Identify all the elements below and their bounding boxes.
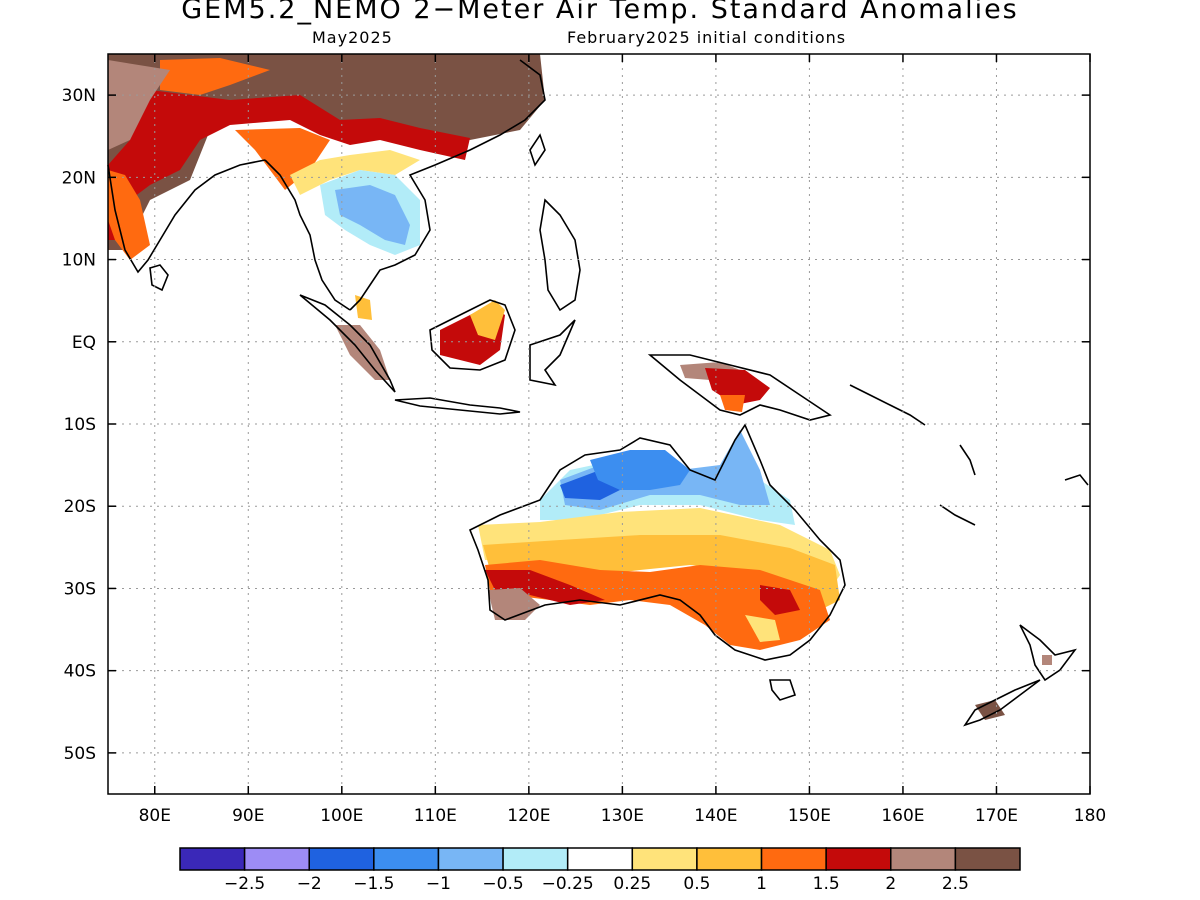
color-scale-label: −1 <box>426 874 451 894</box>
coastline-taiwan <box>529 133 546 167</box>
anomaly-region-australia-orange2 <box>485 560 830 650</box>
lon-tick-label: 90E <box>232 806 264 826</box>
coastline-indochina <box>349 59 546 311</box>
lon-tick-label: 160E <box>881 806 924 826</box>
anomaly-region-burma-yellow <box>290 150 420 195</box>
color-scale-swatch <box>825 847 892 871</box>
lon-tick-label: 180 <box>1074 806 1106 826</box>
lon-tick-label: 150E <box>788 806 831 826</box>
color-scale-swatch <box>566 847 634 871</box>
map-title: GEM5.2_NEMO 2−Meter Air Temp. Standard A… <box>181 0 1019 25</box>
color-scale-swatch <box>437 847 504 871</box>
anomaly-region-australia-red <box>485 570 605 605</box>
color-scale-label: 2.5 <box>942 874 969 894</box>
anomaly-region-himalaya-red <box>108 90 470 240</box>
color-scale-swatch <box>760 847 827 871</box>
color-scale-label: −0.5 <box>482 874 523 894</box>
longitude-axis: 80E 90E 100E 110E 120E 130E 140E 150E 160E 170E 18… <box>139 54 1106 826</box>
color-scale-swatch <box>890 847 957 871</box>
coastline-borneo <box>429 299 516 371</box>
lat-tick-label: 10S <box>64 415 96 435</box>
color-scale-label: 1.5 <box>813 874 840 894</box>
coastline-sumatra <box>299 294 396 393</box>
color-scale-swatch <box>502 847 569 871</box>
coastline-burma <box>264 159 351 311</box>
lat-tick-label: 40S <box>64 662 96 682</box>
forecast-month: May2025 <box>312 28 393 47</box>
anomaly-region-australia-midblue <box>590 450 690 490</box>
coastline-new-guinea <box>647 354 832 421</box>
coastline-java <box>394 397 521 415</box>
color-scale-swatch <box>179 847 246 871</box>
anomaly-region-new-zealand-north <box>1042 655 1052 665</box>
color-scale-label: 2 <box>885 874 896 894</box>
color-scale-bar: −2.5 −2 −1.5 −1 −0.5 −0.25 0.25 0.5 1 1.5 2 2.5 <box>179 847 1021 894</box>
color-scale-label: −2 <box>297 874 322 894</box>
coastline-tasmania <box>769 679 797 701</box>
lon-tick-label: 140E <box>694 806 737 826</box>
lon-tick-label: 170E <box>975 806 1018 826</box>
color-scale-label: −0.25 <box>542 874 594 894</box>
color-scale-swatch <box>243 847 310 871</box>
anomaly-region-indochina-blue <box>335 185 410 245</box>
anomaly-region-new-guinea-orange <box>720 395 745 412</box>
color-scale-label: 0.5 <box>683 874 710 894</box>
initial-conditions-label: February2025 initial conditions <box>567 28 847 47</box>
coastlines <box>107 59 1089 727</box>
anomaly-region-australia-red2 <box>760 585 800 615</box>
coastline-vanuatu <box>959 444 976 476</box>
lon-tick-label: 120E <box>507 806 550 826</box>
anomaly-region-borneo-orange <box>470 300 505 340</box>
lon-tick-label: 110E <box>414 806 457 826</box>
lon-tick-label: 130E <box>601 806 644 826</box>
coastline-new-zealand-north <box>1019 624 1077 682</box>
coastline-sri-lanka <box>149 264 169 292</box>
coastline-new-zealand-south <box>963 679 1041 727</box>
lat-tick-label: 30N <box>62 86 96 106</box>
coastline-india <box>107 159 266 274</box>
color-scale-label: 1 <box>756 874 767 894</box>
color-scale-label: −2.5 <box>224 874 265 894</box>
lon-tick-label: 100E <box>320 806 363 826</box>
coastline-new-caledonia <box>939 504 976 526</box>
lat-tick-label: 20N <box>62 168 96 188</box>
lat-tick-label: 10N <box>62 251 96 271</box>
coastline-fiji <box>1064 474 1089 486</box>
lat-tick-label: 30S <box>64 579 96 599</box>
lat-tick-label: EQ <box>72 333 96 353</box>
coastline-australia <box>468 423 846 661</box>
anomaly-region-new-zealand <box>975 700 1005 720</box>
lon-tick-label: 80E <box>139 806 171 826</box>
color-scale-swatch <box>373 847 440 871</box>
coastline-sulawesi <box>529 319 576 387</box>
color-scale-label: 0.25 <box>613 874 651 894</box>
coastline-solomon-islands <box>849 384 926 426</box>
latitude-axis: 30N 20N 10N EQ 10S 20S 30S 40S 50S <box>62 86 1090 764</box>
anomaly-region-burma-orange <box>235 128 330 190</box>
color-scale-swatch <box>954 847 1021 871</box>
color-scale-swatch <box>308 847 375 871</box>
anomaly-region-himalaya-orange <box>160 58 270 95</box>
anomaly-region-australia-orange1 <box>483 535 840 610</box>
coastline-philippines <box>539 198 581 312</box>
color-scale-swatch <box>696 847 763 871</box>
color-scale-label: −1.5 <box>353 874 394 894</box>
lat-tick-label: 20S <box>64 497 96 517</box>
color-scale-swatch <box>631 847 698 871</box>
map-grid <box>108 54 1090 794</box>
lat-tick-label: 50S <box>64 744 96 764</box>
anomaly-region-india-orange <box>108 170 150 260</box>
anomaly-region-australia-yellow2 <box>745 615 780 642</box>
